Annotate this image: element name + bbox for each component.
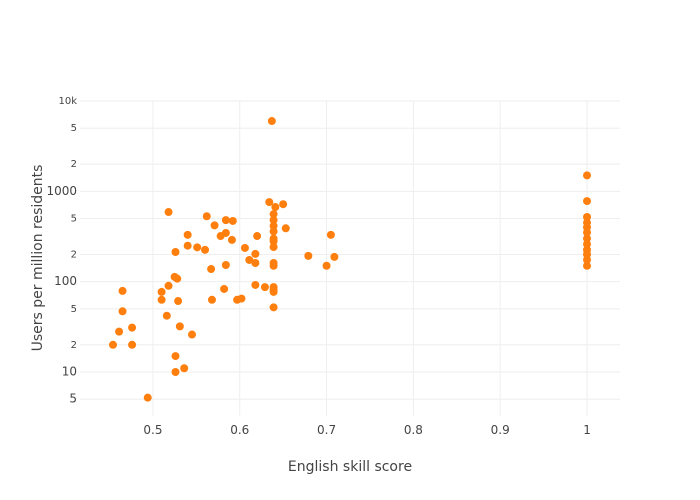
point: [269, 303, 278, 312]
point: [260, 283, 269, 292]
point: [269, 287, 278, 296]
point: [227, 235, 236, 244]
point: [265, 198, 274, 207]
point: [583, 234, 592, 243]
point: [583, 197, 592, 206]
point: [583, 255, 592, 264]
point: [221, 260, 230, 269]
point: [162, 311, 171, 320]
point: [207, 295, 216, 304]
point: [207, 265, 216, 274]
point: [279, 200, 288, 209]
point: [183, 230, 192, 239]
point: [175, 322, 184, 331]
point: [267, 117, 276, 126]
y-tick-label: 5: [71, 123, 77, 134]
point: [326, 230, 335, 239]
x-axis-title: English skill score: [288, 459, 412, 475]
x-tick-label: 1: [583, 423, 591, 437]
point: [180, 364, 189, 373]
point: [228, 216, 237, 225]
point: [220, 284, 229, 293]
y-tick-label: 2: [71, 340, 77, 351]
point: [240, 243, 249, 252]
point: [281, 224, 290, 233]
point: [251, 249, 260, 258]
point: [221, 216, 230, 225]
point: [128, 323, 137, 332]
point: [237, 294, 246, 303]
y-tick-label: 2: [71, 249, 77, 260]
x-tick-label: 0.9: [491, 423, 510, 437]
point: [187, 330, 196, 339]
point: [216, 232, 225, 241]
y-tick-label: 5: [71, 304, 77, 315]
x-tick-label: 0.8: [404, 423, 423, 437]
point: [164, 281, 173, 290]
x-tick-label: 0.7: [317, 423, 336, 437]
point: [171, 248, 180, 257]
y-tick-label: 1000: [46, 184, 77, 198]
x-tick-label: 0.6: [230, 423, 249, 437]
point: [269, 210, 278, 219]
y-tick-label: 5: [71, 214, 77, 225]
point: [583, 240, 592, 249]
point: [251, 258, 260, 267]
point: [269, 242, 278, 251]
point: [174, 297, 183, 306]
point: [157, 295, 166, 304]
point: [583, 212, 592, 221]
point: [251, 280, 260, 289]
x-tick-label: 0.5: [143, 423, 162, 437]
point: [143, 393, 152, 402]
point: [583, 261, 592, 270]
point: [173, 274, 182, 283]
point: [193, 243, 202, 252]
point: [322, 261, 331, 270]
point: [115, 327, 124, 336]
y-tick-label: 100: [54, 274, 77, 288]
point: [269, 227, 278, 236]
point: [183, 241, 192, 250]
y-tick-label: 10k: [58, 96, 77, 107]
point: [253, 232, 262, 241]
point: [202, 212, 211, 221]
point: [583, 228, 592, 237]
point: [583, 171, 592, 180]
point: [171, 368, 180, 377]
point: [118, 307, 127, 316]
point: [245, 255, 254, 264]
y-axis-title: Users per million residents: [30, 165, 46, 352]
point: [108, 340, 117, 349]
point: [157, 287, 166, 296]
point: [164, 208, 173, 217]
point: [269, 216, 278, 225]
y-tick-label: 5: [69, 392, 77, 406]
point: [171, 352, 180, 361]
y-tick-label: 2: [71, 159, 77, 170]
point: [269, 237, 278, 246]
point: [210, 221, 219, 230]
point: [128, 340, 137, 349]
point: [118, 286, 127, 295]
point: [201, 245, 210, 254]
point: [269, 261, 278, 270]
point: [330, 252, 339, 261]
point: [304, 251, 313, 260]
point: [271, 203, 280, 212]
y-tick-label: 10: [62, 365, 77, 379]
point: [269, 221, 278, 230]
